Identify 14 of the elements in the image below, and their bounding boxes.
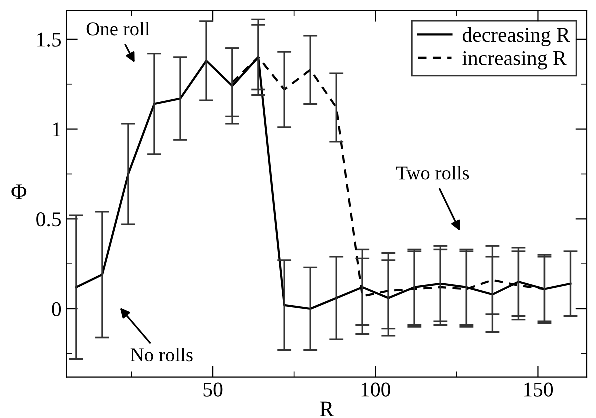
y-axis-title: Φ [12, 184, 27, 200]
y-tick-label: 1 [53, 122, 61, 137]
y-tick-label: 0.5 [36, 212, 62, 227]
legend-label: increasing R [462, 51, 567, 70]
legend-label: decreasing R [462, 27, 570, 46]
x-tick-label: 50 [204, 382, 223, 397]
annotation: No rolls [130, 348, 193, 362]
y-tick-label: 1.5 [38, 32, 62, 47]
annotation: One roll [86, 22, 150, 36]
annotation: Two rolls [396, 166, 470, 180]
x-tick-label: 150 [524, 382, 554, 397]
y-tick-label: 0 [52, 302, 62, 316]
x-axis-title: R [320, 402, 334, 416]
x-tick-label: 100 [362, 382, 390, 397]
